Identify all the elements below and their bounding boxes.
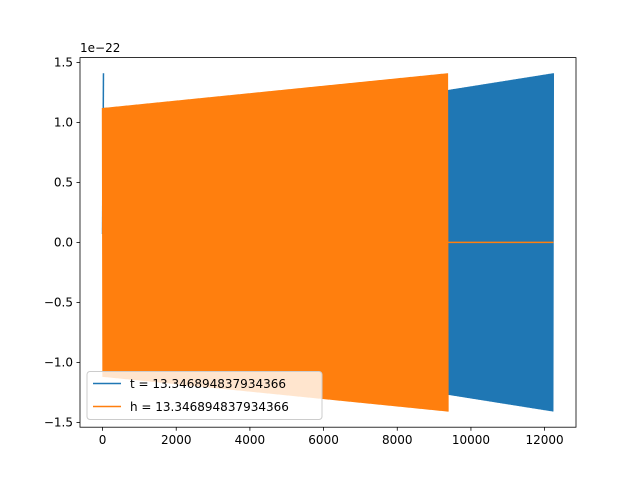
legend: t = 13.346894837934366 h = 13.3468948379… bbox=[86, 371, 323, 420]
y-tick-label: −1.0 bbox=[44, 356, 73, 370]
x-tick-label: 2000 bbox=[161, 433, 192, 447]
y-tick-label: −0.5 bbox=[44, 296, 73, 310]
y-offset-label: 1e−22 bbox=[80, 41, 120, 55]
x-tick-label: 6000 bbox=[308, 433, 339, 447]
y-axis: −1.5 −1.0 −0.5 0.0 0.5 1.0 1.5 bbox=[44, 56, 80, 430]
y-tick-label: 1.0 bbox=[54, 116, 73, 130]
legend-label-h: h = 13.346894837934366 bbox=[130, 400, 289, 414]
x-tick-label: 8000 bbox=[382, 433, 413, 447]
x-tick-label: 0 bbox=[99, 433, 107, 447]
x-tick-label: 4000 bbox=[235, 433, 266, 447]
x-tick-label: 12000 bbox=[526, 433, 564, 447]
series-1 bbox=[101, 73, 554, 412]
series-1-line bbox=[101, 73, 449, 412]
series-layer bbox=[101, 73, 555, 412]
legend-label-t: t = 13.346894837934366 bbox=[130, 377, 286, 391]
y-tick-label: −1.5 bbox=[44, 416, 73, 430]
x-tick-label: 10000 bbox=[452, 433, 490, 447]
x-axis: 0 2000 4000 6000 8000 10000 12000 bbox=[99, 427, 564, 447]
y-tick-label: 1.5 bbox=[54, 56, 73, 70]
y-tick-label: 0.0 bbox=[54, 236, 73, 250]
legend-frame bbox=[86, 371, 323, 420]
y-tick-label: 0.5 bbox=[54, 176, 73, 190]
